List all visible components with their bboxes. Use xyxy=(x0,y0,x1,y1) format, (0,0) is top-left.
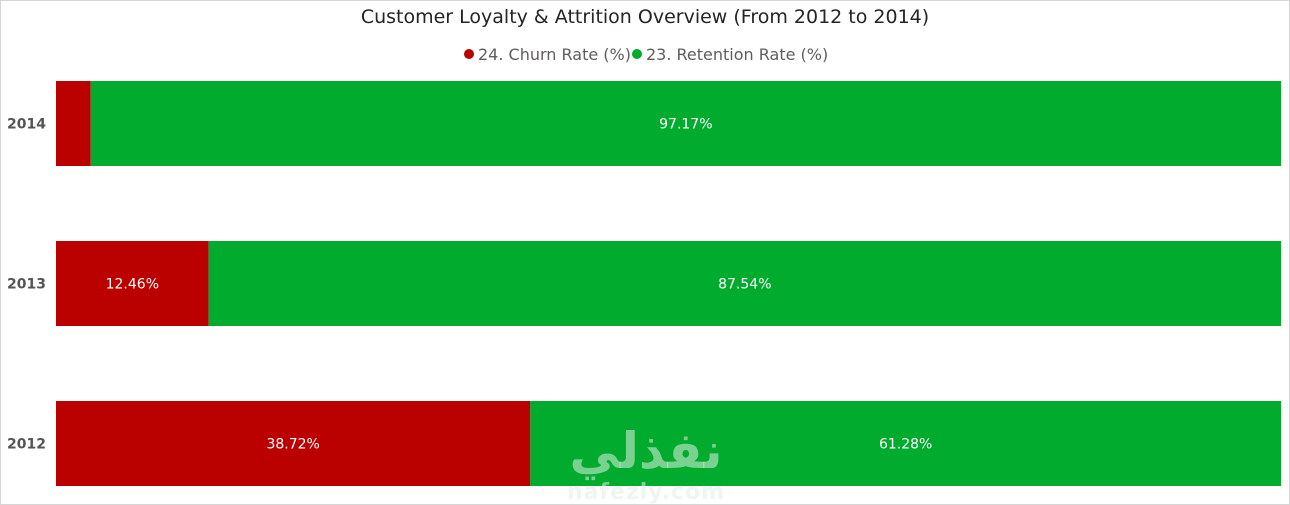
bar-churn xyxy=(56,401,531,486)
legend-marker-retention xyxy=(632,49,642,59)
data-label: 38.72% xyxy=(266,437,319,453)
y-tick-label: 2013 xyxy=(7,277,46,293)
legend-marker-churn xyxy=(464,49,474,59)
bar-churn xyxy=(56,81,91,166)
legend-label-churn: 24. Churn Rate (%) xyxy=(478,45,631,64)
chart-title: Customer Loyalty & Attrition Overview (F… xyxy=(361,6,929,28)
data-label: 97.17% xyxy=(659,117,712,133)
y-tick-label: 2012 xyxy=(7,437,46,453)
y-tick-label: 2014 xyxy=(7,117,46,133)
data-label: 61.28% xyxy=(879,437,932,453)
y-axis-ticks: 2014 2013 2012 xyxy=(7,117,46,453)
watermark-arabic: نفذلي xyxy=(569,422,722,480)
bar-retention xyxy=(90,81,1282,166)
bars xyxy=(56,81,1282,486)
bar-churn xyxy=(56,241,209,326)
data-label: 12.46% xyxy=(106,277,159,293)
bar-retention xyxy=(530,401,1281,486)
data-label: 87.54% xyxy=(718,277,771,293)
bar-retention xyxy=(208,241,1281,326)
data-labels: 97.17% 12.46% 87.54% 38.72% 61.28% xyxy=(106,117,933,453)
watermark-latin: nafezly.com xyxy=(567,480,725,505)
watermark: نفذلي nafezly.com xyxy=(567,422,725,505)
legend-label-retention: 23. Retention Rate (%) xyxy=(646,45,828,64)
legend: 24. Churn Rate (%) 23. Retention Rate (%… xyxy=(464,45,828,64)
